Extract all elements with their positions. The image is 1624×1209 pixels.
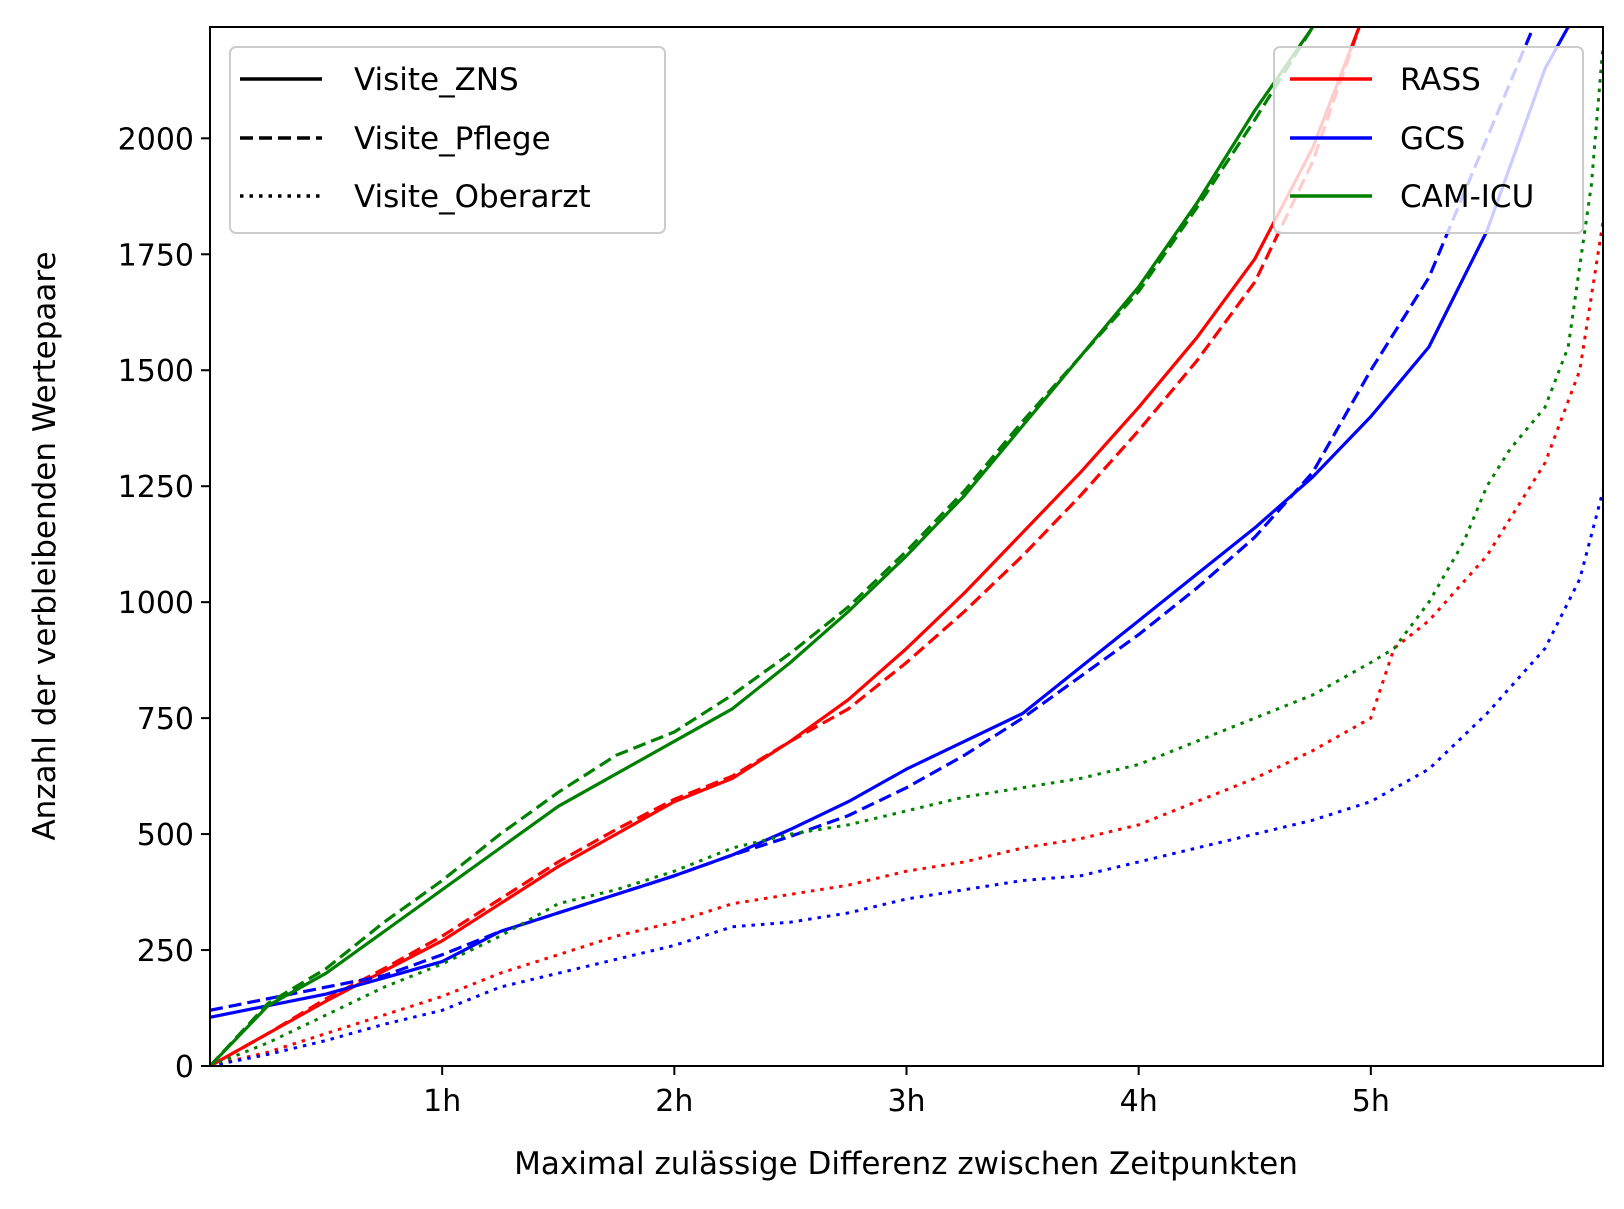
y-tick-label-1750: 1750 bbox=[118, 238, 194, 273]
legend-line-styles-box bbox=[229, 46, 666, 234]
y-tick-label-0: 0 bbox=[175, 1050, 194, 1085]
series-line-gcs-visite-oberarzt bbox=[210, 490, 1603, 1066]
series-line-gcs-visite-zns bbox=[210, 27, 1570, 1019]
series-line-cam-icu-visite-pflege bbox=[210, 27, 1315, 1066]
series-line-rass-visite-oberarzt bbox=[210, 221, 1603, 1066]
series-line-gcs-visite-pflege bbox=[210, 27, 1535, 1012]
legend-label-gcs: GCS bbox=[1400, 121, 1465, 157]
x-tick-label-1h: 1h bbox=[423, 1084, 461, 1119]
x-axis-title: Maximal zulässige Differenz zwischen Zei… bbox=[514, 1146, 1298, 1182]
y-tick-label-250: 250 bbox=[137, 934, 194, 969]
x-tick-label-2h: 2h bbox=[655, 1084, 693, 1119]
legend-label-visite-zns: Visite_ZNS bbox=[354, 62, 519, 98]
legend-label-visite-pflege: Visite_Pflege bbox=[354, 121, 551, 157]
x-tick-label-4h: 4h bbox=[1120, 1084, 1158, 1119]
legend-line-styles: Visite_ZNS Visite_Pflege Visite_Oberarzt bbox=[229, 46, 666, 234]
legend-colors: RASS GCS CAM-ICU bbox=[1273, 46, 1584, 234]
y-axis-title: Anzahl der verbleibenden Wertepaare bbox=[27, 251, 63, 840]
series-line-cam-icu-visite-zns bbox=[210, 27, 1315, 1066]
x-axis: 1h 2h 3h 4h 5h bbox=[423, 1066, 1390, 1119]
legend-label-cam-icu: CAM-ICU bbox=[1400, 179, 1534, 215]
x-tick-label-3h: 3h bbox=[887, 1084, 925, 1119]
series-line-cam-icu-visite-oberarzt bbox=[210, 45, 1603, 1066]
y-tick-label-1250: 1250 bbox=[118, 470, 194, 505]
y-tick-label-2000: 2000 bbox=[118, 122, 194, 157]
y-tick-label-500: 500 bbox=[137, 818, 194, 853]
y-tick-label-1500: 1500 bbox=[118, 354, 194, 389]
legend-label-rass: RASS bbox=[1400, 62, 1481, 98]
x-tick-label-5h: 5h bbox=[1352, 1084, 1390, 1119]
series-line-rass-visite-pflege bbox=[210, 27, 1361, 1066]
series-layer bbox=[210, 27, 1603, 1066]
legend-colors-box bbox=[1273, 46, 1584, 234]
y-tick-label-1000: 1000 bbox=[118, 586, 194, 621]
y-tick-label-750: 750 bbox=[137, 702, 194, 737]
y-axis: 0 250 500 750 1000 1250 1500 1750 2000 bbox=[118, 122, 210, 1085]
legend-label-visite-oberarzt: Visite_Oberarzt bbox=[354, 179, 591, 215]
